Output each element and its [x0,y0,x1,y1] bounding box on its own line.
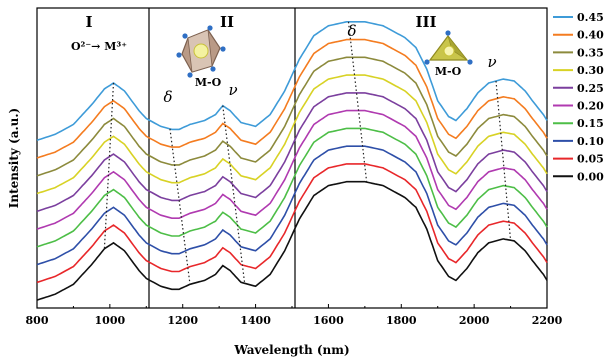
annotation-nu-2: ν [487,53,496,71]
region-label-1: I [85,13,92,31]
legend-label-0.25: 0.25 [577,82,604,95]
legend-label-0.00: 0.00 [577,170,604,183]
legend-label-0.35: 0.35 [577,46,604,59]
x-tick-label-1200: 1200 [167,314,198,327]
legend: 0.45 0.40 0.35 0.30 0.25 0.20 0.15 0.10 0.05 0.00 [553,11,604,183]
x-tick-label-2200: 2200 [532,314,563,327]
series-line-0.00 [36,180,548,301]
legend-label-0.15: 0.15 [577,117,604,130]
x-tick-label-1000: 1000 [95,314,126,327]
legend-label-0.40: 0.40 [577,29,604,42]
annotation-delta-2: δ [347,22,356,40]
x-axis-ticks: 800 1000 1200 1400 1600 1800 2000 2200 [26,304,563,327]
series-line-0.35 [36,56,548,177]
legend-label-0.30: 0.30 [577,64,604,77]
series-line-0.10 [36,145,548,266]
annotation-delta-1: δ [163,88,172,106]
peak-guide-3 [222,105,246,284]
legend-label-0.20: 0.20 [577,100,604,113]
region-note-2: M-O [195,76,222,89]
x-tick-label-1800: 1800 [386,314,417,327]
octahedral-structure-icon [176,25,226,78]
region-label-3: III [415,13,436,31]
series-line-0.15 [36,127,548,248]
series-line-0.25 [36,92,548,213]
series-layer [36,21,548,301]
x-tick-label-800: 800 [26,314,49,327]
peak-guide-1 [103,82,115,249]
legend-label-0.10: 0.10 [577,135,604,148]
peak-guide-4 [347,21,368,183]
legend-label-0.45: 0.45 [577,11,604,24]
annotation-nu-1: ν [228,81,237,99]
peak-guide-5 [495,80,512,241]
series-line-0.40 [36,38,548,159]
x-axis-label: Wavelength (nm) [233,343,349,357]
peak-guide-2 [169,128,191,285]
series-line-0.45 [36,21,548,141]
x-tick-label-2000: 2000 [459,314,490,327]
peak-guide-layer [103,21,512,285]
tetrahedral-structure-icon [424,30,473,65]
x-tick-label-1600: 1600 [313,314,344,327]
series-line-0.30 [36,74,548,195]
region-note-3: M-O [435,65,462,78]
region-note-1: O²⁻→ M³⁺ [71,40,127,53]
series-line-0.20 [36,109,548,230]
y-axis-label: Intensity (a.u.) [7,108,21,208]
x-tick-label-1400: 1400 [240,314,271,327]
legend-label-0.05: 0.05 [577,153,604,166]
series-line-0.05 [36,163,548,284]
region-label-2: II [220,13,234,31]
